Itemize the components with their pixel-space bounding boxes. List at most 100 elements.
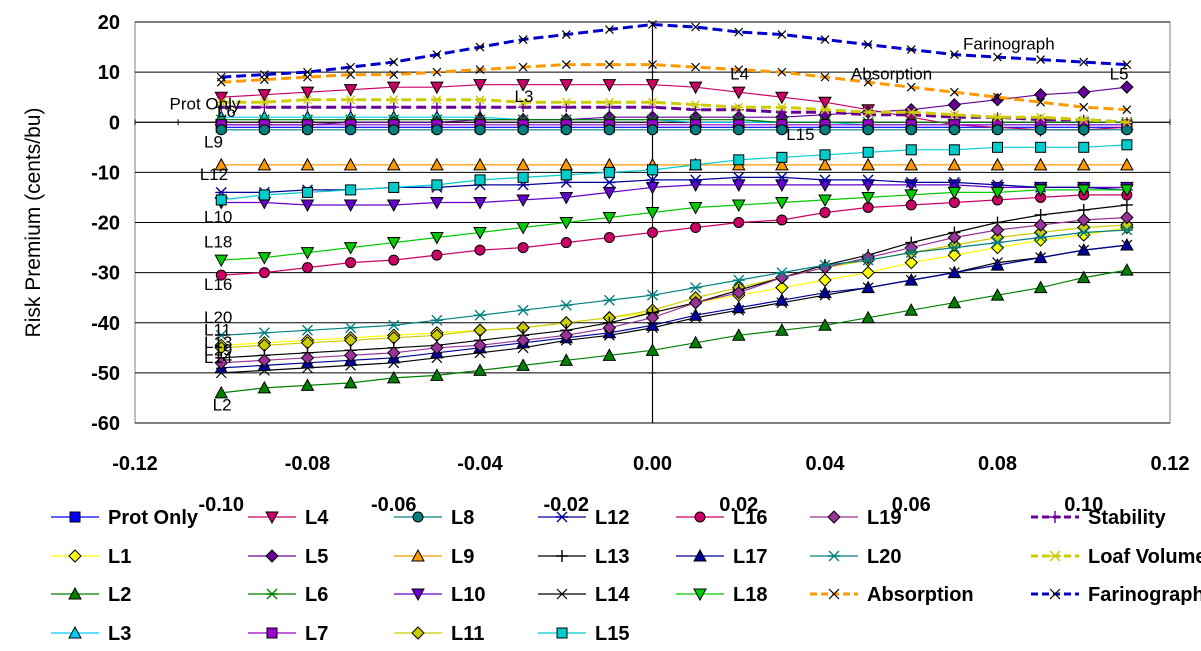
data-point-l2 <box>1120 263 1134 276</box>
x-tick-label: -0.10 <box>198 494 244 516</box>
data-point-farinograph <box>648 20 657 29</box>
data-point-l19 <box>1033 218 1048 232</box>
data-point-farinograph <box>777 30 787 39</box>
data-point-l15 <box>905 144 917 156</box>
data-point-loaf-volume <box>345 95 356 105</box>
data-point-l15 <box>517 171 529 183</box>
data-point-l8 <box>345 124 357 136</box>
data-point-loaf-volume <box>1035 112 1046 122</box>
data-point-loaf-volume <box>1078 115 1089 125</box>
data-point-l18 <box>904 189 919 202</box>
legend-label: L18 <box>733 584 767 606</box>
data-point-stability <box>561 102 572 113</box>
data-point-l20 <box>819 259 831 271</box>
data-point-absorption <box>691 62 701 72</box>
data-point-l9 <box>861 157 875 171</box>
annotation-label: L2 <box>213 395 232 414</box>
data-point-loaf-volume <box>216 97 227 107</box>
annotation-label: L16 <box>204 275 232 294</box>
legend-marker <box>265 549 279 563</box>
data-point-l4 <box>731 86 746 100</box>
data-point-l2 <box>731 328 746 341</box>
annotation-label: Absorption <box>851 65 932 84</box>
data-point-l8 <box>258 124 270 136</box>
data-point-l15 <box>345 184 357 196</box>
series-line-loaf-volume <box>221 98 1127 124</box>
data-point-farinograph <box>1122 60 1132 70</box>
legend-item-l4: L4 <box>248 507 329 529</box>
legend-label: Loaf Volume <box>1088 546 1201 568</box>
data-point-farinograph <box>389 57 399 67</box>
data-point-l18 <box>947 186 962 200</box>
annotation-label: L19 <box>204 340 232 359</box>
legend-item-l9: L9 <box>394 546 474 568</box>
data-point-l5 <box>1033 87 1048 102</box>
data-point-absorption <box>1122 105 1132 115</box>
legend-marker <box>68 625 82 639</box>
data-point-l2 <box>645 343 660 356</box>
data-point-l20 <box>1077 227 1090 239</box>
data-point-loaf-volume <box>733 102 744 112</box>
legend-item-l7: L7 <box>248 623 328 645</box>
data-point-l16 <box>819 206 831 218</box>
data-point-l19 <box>300 351 315 365</box>
data-point-l19 <box>602 321 617 335</box>
x-tick-label: -0.06 <box>371 494 417 516</box>
data-point-l2 <box>1076 270 1091 284</box>
legend-marker <box>556 627 568 639</box>
data-point-absorption <box>949 87 959 97</box>
data-point-l17 <box>904 273 919 286</box>
data-point-l12 <box>732 171 745 183</box>
data-point-l4 <box>559 79 574 92</box>
data-point-l8 <box>1078 124 1090 136</box>
data-point-l8 <box>862 124 874 136</box>
data-point-l4 <box>386 81 401 95</box>
data-point-l12 <box>862 174 875 186</box>
legend-label: Absorption <box>867 584 974 606</box>
legend-marker <box>266 588 278 600</box>
data-point-loaf-volume <box>302 95 313 105</box>
data-point-l8 <box>948 124 960 136</box>
data-point-l18 <box>1033 184 1048 197</box>
legend-label: L16 <box>733 507 767 529</box>
data-point-loaf-volume <box>906 107 917 117</box>
data-point-l20 <box>775 267 788 279</box>
data-point-l18 <box>1076 184 1091 197</box>
data-point-l20 <box>430 314 443 326</box>
y-axis-label: Risk Premium (cents/bu) <box>22 108 45 338</box>
data-point-l18 <box>602 211 617 225</box>
data-point-l2 <box>473 363 487 376</box>
data-point-loaf-volume <box>475 95 485 105</box>
data-point-l10 <box>300 199 315 213</box>
data-point-l8 <box>690 124 702 136</box>
data-point-loaf-volume <box>518 97 529 107</box>
y-tick-labels: 20 10 0 -10 -20 -30 -40 -50 -60 <box>91 12 120 435</box>
series-line-l6 <box>221 119 1127 123</box>
series-layer <box>214 20 1134 399</box>
data-point-l2 <box>257 380 272 394</box>
data-point-l9 <box>257 157 272 171</box>
data-point-absorption <box>604 60 614 70</box>
legend-marker <box>694 511 706 523</box>
legend-marker <box>1049 550 1061 562</box>
data-point-l19 <box>473 338 487 353</box>
data-point-l15 <box>603 166 615 178</box>
data-point-l20 <box>474 309 486 321</box>
data-point-l17 <box>645 318 660 331</box>
data-point-l18 <box>343 242 358 255</box>
legend-item-l16: L16 <box>676 507 767 529</box>
data-point-farinograph <box>259 70 269 80</box>
y-tick-label: -10 <box>91 162 120 184</box>
data-point-l9 <box>473 157 487 171</box>
data-point-l12 <box>775 171 788 183</box>
annotation-label: L12 <box>200 165 228 184</box>
legend-item-loaf-volume: Loaf Volume <box>1031 546 1201 568</box>
data-point-l9 <box>947 157 962 171</box>
data-point-l17 <box>990 258 1005 271</box>
legend-item-stability: Stability <box>1031 507 1167 529</box>
legend-label: L9 <box>451 546 474 568</box>
data-point-l18 <box>775 196 789 210</box>
data-point-loaf-volume <box>949 110 960 120</box>
data-point-l17 <box>731 300 746 314</box>
